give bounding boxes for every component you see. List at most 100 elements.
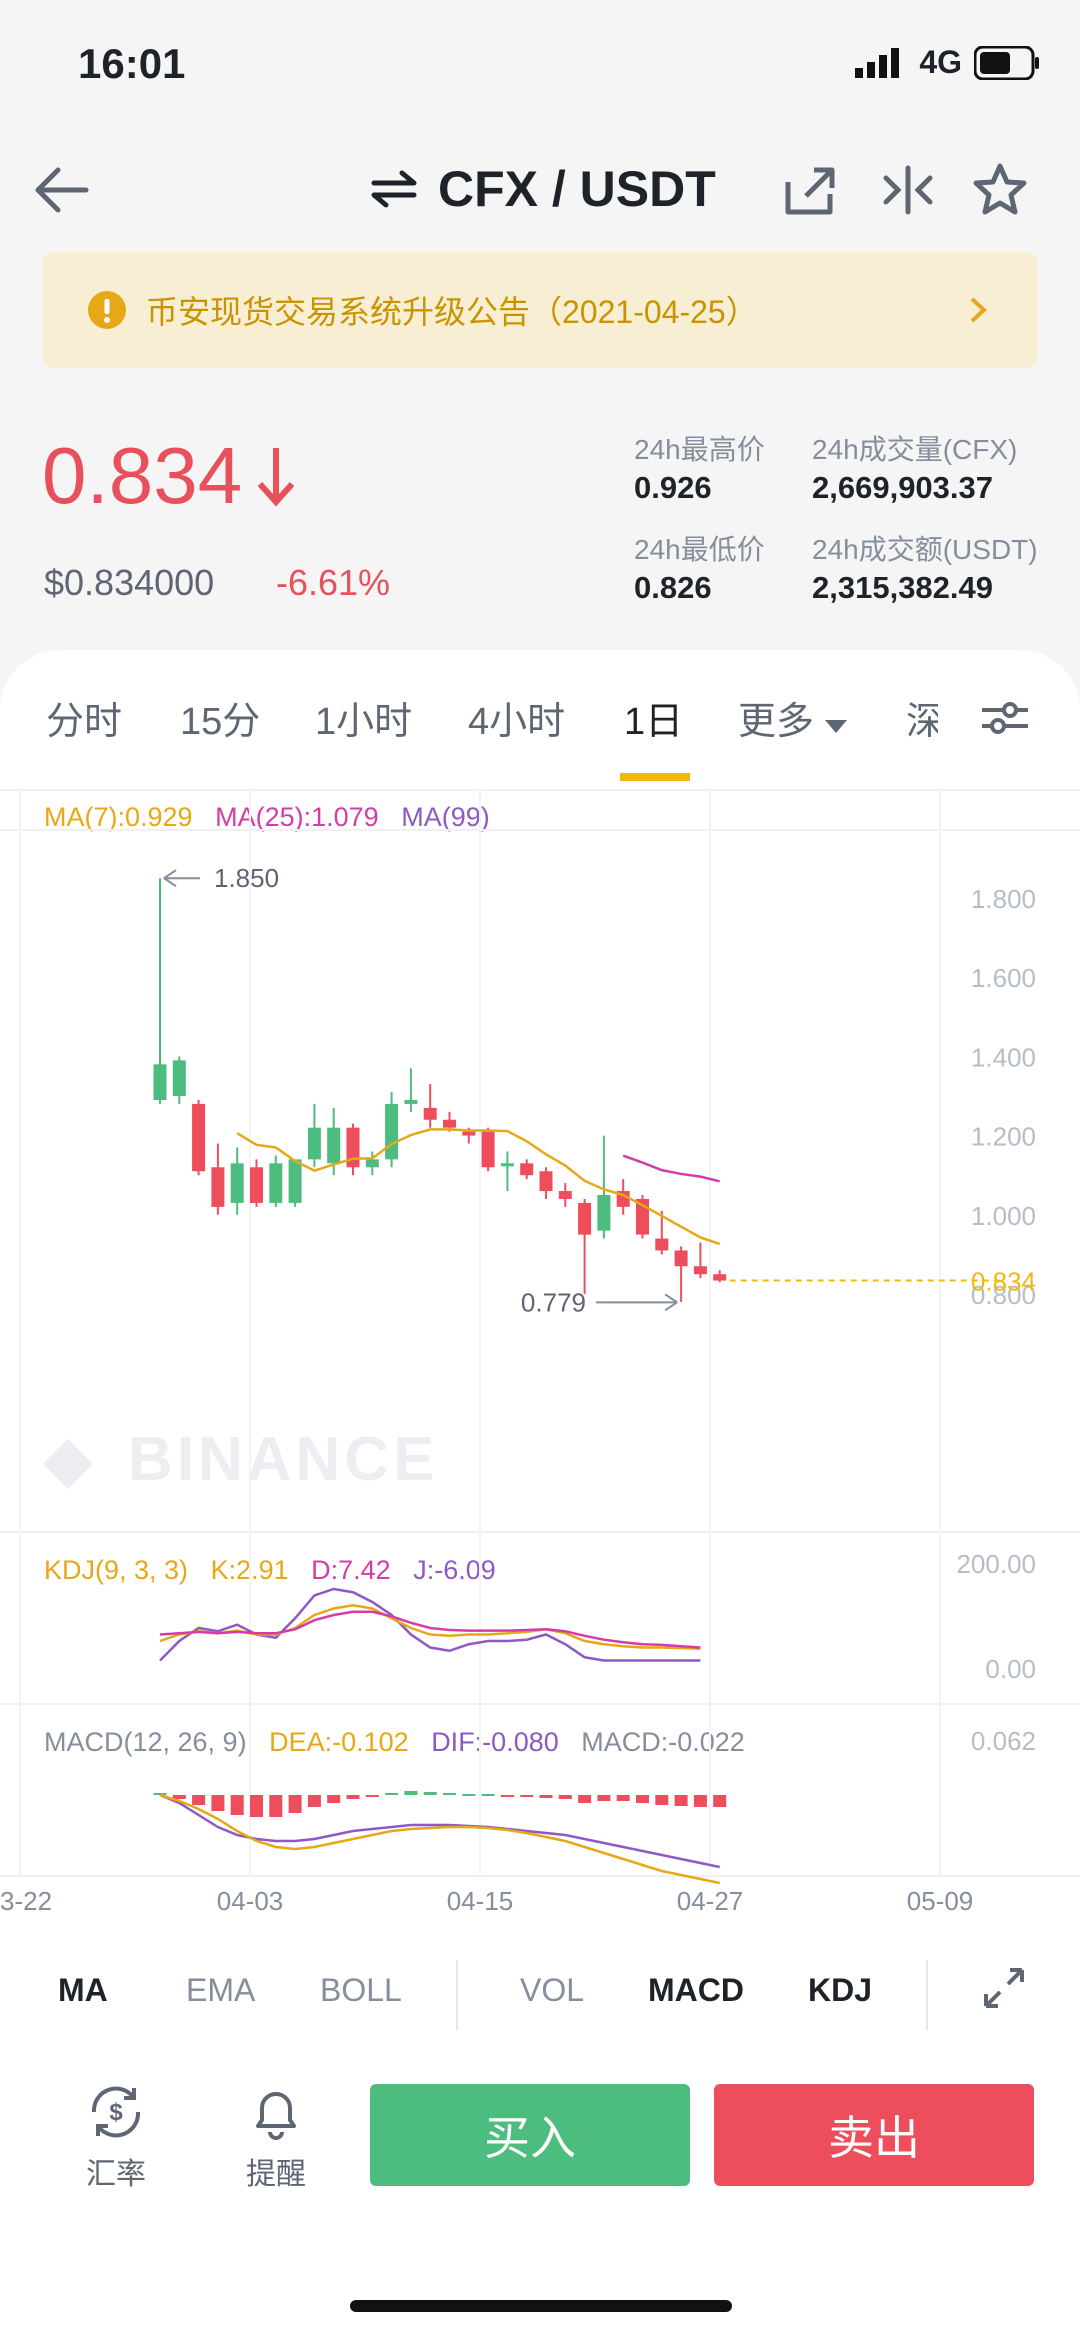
tab-4h[interactable]: 4小时 <box>468 701 566 743</box>
candle-body <box>404 1099 418 1104</box>
macd-histogram-bar <box>674 1795 688 1806</box>
candle-body <box>385 1103 399 1160</box>
tab-1d[interactable]: 1日 <box>624 701 684 743</box>
pair-switcher[interactable]: CFX / USDT <box>370 160 716 218</box>
back-arrow-icon[interactable] <box>30 160 94 220</box>
candle-body <box>346 1127 360 1168</box>
min-arrow <box>596 1293 678 1312</box>
max-label: 1.850 <box>214 863 279 893</box>
macd-histogram-bar <box>211 1795 225 1811</box>
chevron-right-icon <box>970 297 987 323</box>
y-tick-label: 1.000 <box>971 1201 1036 1231</box>
macd-histogram-bar <box>616 1795 630 1801</box>
candle-body <box>230 1163 244 1203</box>
kdj-j: J:-6.09 <box>413 1555 496 1585</box>
ma7-line <box>236 1128 721 1246</box>
macd-histogram-bar <box>443 1793 456 1795</box>
indicator-vol[interactable]: VOL <box>520 1972 585 2008</box>
sell-button[interactable]: 卖出 <box>714 2084 1034 2186</box>
high-label: 24h最高价 <box>634 434 765 465</box>
tab-depth[interactable]: 深 <box>906 701 938 743</box>
tab-more-label: 更多 <box>738 701 815 743</box>
kdj-d-line <box>159 1610 701 1649</box>
indicator-kdj[interactable]: KDJ <box>808 1972 873 2008</box>
macd-dif-line <box>159 1793 720 1869</box>
macd-histogram-bar <box>520 1795 534 1797</box>
indicator-boll[interactable]: BOLL <box>320 1972 402 2008</box>
swap-icon <box>371 170 417 208</box>
tab-1h[interactable]: 1小时 <box>315 701 413 743</box>
candle-body <box>365 1159 379 1168</box>
watermark-diamond-icon: ◆ <box>42 1425 93 1494</box>
indicator-macd[interactable]: MACD <box>648 1972 744 2008</box>
macd-histogram-bar <box>578 1795 592 1803</box>
compare-icon[interactable] <box>878 160 938 220</box>
announcement-banner[interactable]: 币安现货交易系统升级公告（2021-04-25） <box>42 252 1038 368</box>
candle-body <box>520 1163 534 1176</box>
macd-histogram-bar <box>288 1795 302 1813</box>
indicator-divider-2 <box>926 1960 928 2030</box>
price-value: 0.834 <box>42 431 243 520</box>
kdj-d: D:7.42 <box>311 1555 391 1585</box>
ma-legend: MA(7):0.929 MA(25):1.079 MA(99) <box>44 802 490 833</box>
candle-body <box>307 1127 321 1160</box>
macd-histogram-bar <box>307 1795 321 1807</box>
tab-more[interactable]: 更多 <box>738 690 847 745</box>
watermark-text: BINANCE <box>128 1425 438 1494</box>
ma25-line <box>622 1154 720 1183</box>
status-icons: 4G <box>855 44 1040 81</box>
alert-button[interactable]: 提醒 <box>236 2080 316 2193</box>
candle-body <box>443 1119 456 1128</box>
y-tick-label: 1.200 <box>971 1122 1036 1152</box>
rate-button[interactable]: $ 汇率 <box>76 2080 156 2193</box>
price-usd: $0.834000 <box>44 562 215 603</box>
home-indicator <box>350 2300 732 2312</box>
buy-button[interactable]: 买入 <box>370 2084 690 2186</box>
arrow-down-icon <box>257 448 295 507</box>
interval-tabs: 分时 15分 1小时 4小时 1日 更多 深 <box>0 690 1080 780</box>
candle-body <box>192 1103 206 1172</box>
max-arrow <box>163 869 200 888</box>
currency-exchange-icon: $ <box>91 2086 141 2138</box>
macd-histogram-bar <box>172 1795 186 1799</box>
macd-histogram-bar <box>230 1795 244 1815</box>
macd-histogram-bar <box>558 1795 572 1799</box>
macd-name: MACD(12, 26, 9) <box>44 1727 247 1757</box>
warning-icon <box>88 291 126 329</box>
macd-histogram-bar <box>462 1794 476 1796</box>
high-value: 0.926 <box>634 470 712 505</box>
tab-15m[interactable]: 15分 <box>180 701 261 743</box>
y-tick-label: 1.600 <box>971 963 1036 993</box>
macd-dea: DEA:-0.102 <box>269 1727 409 1757</box>
candle-body <box>655 1238 669 1251</box>
favorite-star-icon[interactable] <box>970 160 1030 220</box>
ma25-label: MA(25):1.079 <box>215 802 379 832</box>
vol-cfx-value: 2,669,903.37 <box>812 470 994 505</box>
macd-histogram-bar <box>500 1795 514 1797</box>
candle-body <box>578 1202 592 1235</box>
candle-body <box>558 1191 572 1199</box>
svg-text:$: $ <box>109 2099 123 2126</box>
y-tick-label: 1.800 <box>971 884 1036 914</box>
macd-histogram-bar <box>365 1795 379 1797</box>
macd-histogram-bar <box>385 1793 399 1795</box>
x-tick-label: 04-15 <box>447 1886 514 1916</box>
current-price-label: 0.834 <box>971 1267 1036 1297</box>
kline-chart[interactable]: ◆ BINANCE1.8001.6001.4001.2001.0000.8000.… <box>0 780 1080 1940</box>
macd-histogram-bar <box>636 1795 649 1803</box>
macd-histogram-bar <box>192 1795 206 1805</box>
settings-sliders-icon[interactable] <box>980 698 1030 738</box>
kdj-tick-label: 200.00 <box>956 1549 1036 1579</box>
candle-body <box>693 1266 707 1275</box>
candle-body <box>462 1131 476 1136</box>
low-value: 0.826 <box>634 570 712 605</box>
share-icon[interactable] <box>780 160 840 220</box>
candle-body <box>674 1250 688 1267</box>
candle-body <box>597 1195 611 1231</box>
tab-realtime[interactable]: 分时 <box>46 701 123 743</box>
signal-icon <box>855 47 900 78</box>
fullscreen-icon[interactable] <box>982 1966 1026 2010</box>
indicator-ema[interactable]: EMA <box>186 1972 256 2008</box>
indicator-ma[interactable]: MA <box>58 1972 108 2008</box>
